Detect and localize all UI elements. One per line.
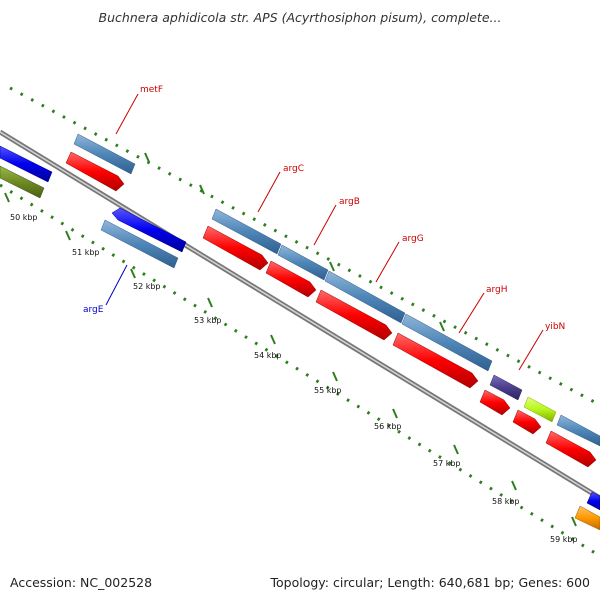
kbp-label-58: 58 kbp [492, 497, 520, 506]
accession-text: Accession: NC_002528 [10, 575, 153, 590]
kbp-label-54: 54 kbp [254, 351, 282, 360]
gene-arrow-yibN[interactable] [479, 389, 511, 416]
gene-label-metF[interactable]: metF [140, 85, 163, 95]
gene-arrow-metF[interactable] [65, 151, 125, 192]
genome-backbone [0, 129, 600, 501]
feature-bar-blue-right[interactable] [586, 491, 600, 511]
feature-bar-lime[interactable] [523, 396, 557, 423]
gene-arrow-argC[interactable] [202, 225, 269, 271]
feature-bar-argH[interactable] [401, 313, 493, 372]
gene-label-argC[interactable]: argC [283, 164, 304, 174]
reverse-feature-track [0, 145, 600, 531]
feature-bar-orange-right[interactable] [574, 505, 600, 531]
major-ticks [4, 152, 577, 527]
feature-bar-yibN-purple[interactable] [489, 374, 523, 401]
gene-arrow-argB[interactable] [265, 260, 317, 298]
gene-arrow-argE-reverse[interactable] [111, 207, 187, 253]
feature-bar-argE[interactable] [100, 219, 179, 269]
feature-bar-blue-left[interactable] [0, 145, 53, 183]
gene-label-argH[interactable]: argH [486, 285, 508, 295]
feature-bar-argC[interactable] [211, 208, 282, 255]
feature-bar-olive-left[interactable] [0, 165, 45, 199]
kbp-labels: 50 kbp 51 kbp 52 kbp 53 kbp 54 kbp 55 kb… [10, 213, 578, 544]
kbp-label-55: 55 kbp [314, 386, 342, 395]
feature-bar-argB[interactable] [277, 244, 329, 281]
gene-labels: metF argC argB argG argH yibN argE [83, 85, 565, 371]
gene-arrow-track [65, 151, 597, 468]
gene-label-yibN[interactable]: yibN [545, 322, 565, 332]
gene-arrow-lime-partner[interactable] [512, 409, 542, 435]
gene-label-argB[interactable]: argB [339, 197, 360, 207]
kbp-label-57: 57 kbp [433, 459, 461, 468]
topology-text: Topology: circular; Length: 640,681 bp; … [270, 575, 591, 590]
gene-arrow-argH[interactable] [392, 332, 479, 389]
gene-label-argG[interactable]: argG [402, 234, 424, 244]
map-title: Buchnera aphidicola str. APS (Acyrthosip… [98, 10, 502, 25]
kbp-label-52: 52 kbp [133, 282, 161, 291]
kbp-label-59: 59 kbp [550, 535, 578, 544]
kbp-label-56: 56 kbp [374, 422, 402, 431]
gene-label-argE[interactable]: argE [83, 305, 104, 315]
feature-bar-steel-end[interactable] [556, 414, 600, 447]
outer-tick-track [9, 86, 600, 407]
kbp-label-53: 53 kbp [194, 316, 222, 325]
kbp-label-51: 51 kbp [72, 248, 100, 257]
forward-feature-track [73, 133, 600, 447]
feature-bar-metF[interactable] [73, 133, 136, 175]
kbp-label-50: 50 kbp [10, 213, 38, 222]
feature-bar-argG[interactable] [324, 270, 406, 324]
gene-arrow-argG[interactable] [315, 289, 393, 341]
gene-arrow-end[interactable] [545, 430, 597, 468]
